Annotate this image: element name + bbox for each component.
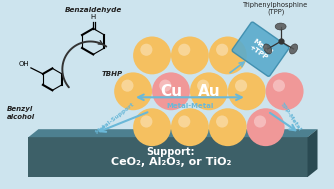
Circle shape <box>273 80 285 92</box>
Circle shape <box>228 72 266 110</box>
Circle shape <box>216 115 228 128</box>
Circle shape <box>197 80 209 92</box>
Circle shape <box>171 108 209 146</box>
Text: TPP-Metal: TPP-Metal <box>279 102 302 132</box>
Circle shape <box>171 36 209 74</box>
Text: OH: OH <box>18 61 29 67</box>
Circle shape <box>247 108 285 146</box>
Circle shape <box>190 72 228 110</box>
Text: Benzaldehyde: Benzaldehyde <box>64 7 122 13</box>
Polygon shape <box>28 137 308 177</box>
Text: H: H <box>91 14 96 19</box>
Circle shape <box>121 80 134 92</box>
Circle shape <box>216 44 228 56</box>
Circle shape <box>159 80 171 92</box>
Text: Au: Au <box>197 84 220 99</box>
Polygon shape <box>308 129 318 177</box>
Circle shape <box>254 115 266 128</box>
Text: Metal-Support: Metal-Support <box>95 101 136 135</box>
Circle shape <box>140 44 152 56</box>
Text: Metal
+TPP: Metal +TPP <box>248 38 274 61</box>
Text: TBHP: TBHP <box>102 71 123 77</box>
Circle shape <box>209 108 247 146</box>
Circle shape <box>133 108 171 146</box>
Text: Triphenylphosphine: Triphenylphosphine <box>243 2 308 8</box>
Circle shape <box>152 72 190 110</box>
Polygon shape <box>28 129 318 137</box>
Ellipse shape <box>275 23 286 30</box>
Circle shape <box>178 115 190 128</box>
Circle shape <box>114 72 152 110</box>
Text: Benzyl
alcohol: Benzyl alcohol <box>6 106 34 120</box>
Circle shape <box>266 72 304 110</box>
Circle shape <box>133 36 171 74</box>
Text: Metal-Metal: Metal-Metal <box>166 103 214 109</box>
FancyBboxPatch shape <box>232 22 289 76</box>
Text: CeO₂, Al₂O₃, or TiO₂: CeO₂, Al₂O₃, or TiO₂ <box>111 157 231 167</box>
Text: (TPP): (TPP) <box>267 8 284 15</box>
Circle shape <box>209 36 247 74</box>
Text: Cu: Cu <box>160 84 182 99</box>
Circle shape <box>178 44 190 56</box>
Circle shape <box>235 80 247 92</box>
Ellipse shape <box>290 44 298 54</box>
Text: Support:: Support: <box>147 147 195 157</box>
Circle shape <box>140 115 152 128</box>
Ellipse shape <box>264 44 272 54</box>
